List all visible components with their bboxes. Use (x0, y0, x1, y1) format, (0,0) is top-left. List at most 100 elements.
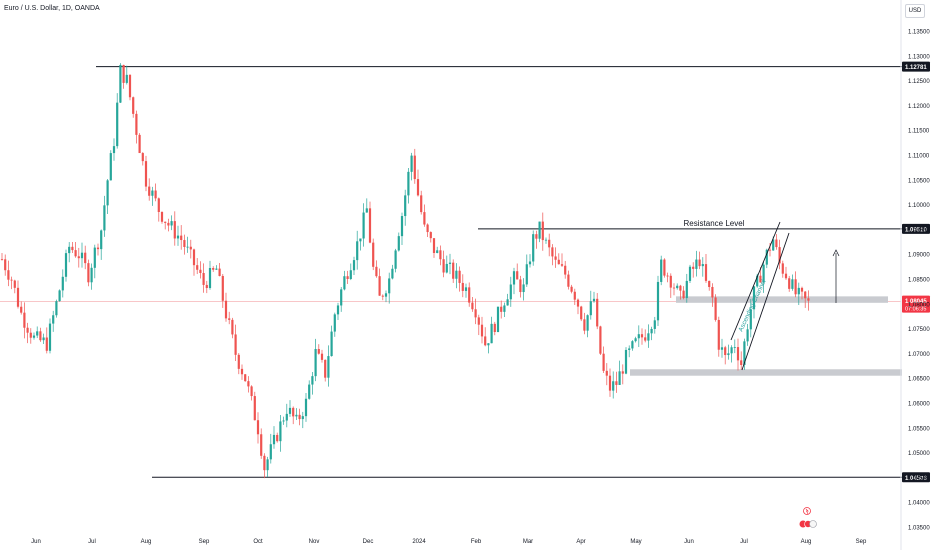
candle-body (112, 146, 116, 154)
candle-body (55, 301, 58, 316)
candle-body (535, 234, 538, 239)
candle-body (224, 300, 228, 319)
candle-body (221, 275, 224, 301)
x-tick-label: Jun (684, 539, 694, 545)
candle-body (509, 284, 512, 300)
candle-body (183, 240, 186, 247)
candle-body (173, 221, 176, 239)
candle-body (186, 246, 189, 248)
channel-line-upper (730, 221, 781, 341)
candle-body (794, 279, 797, 295)
candle-body (308, 384, 311, 399)
candle-body (202, 272, 205, 285)
candle-body (52, 315, 55, 324)
candle-body (589, 301, 592, 316)
candle-body (480, 324, 484, 337)
candle-body (775, 239, 778, 248)
candle-body (522, 284, 525, 293)
candle-body (180, 235, 183, 241)
candle-body (596, 298, 599, 327)
candle-body (212, 268, 215, 270)
candle-body (192, 249, 196, 266)
candle-body (586, 315, 589, 331)
candle-body (74, 250, 77, 257)
candle-body (295, 414, 298, 417)
candle-body (132, 97, 135, 114)
candle-body (103, 205, 106, 231)
y-tick-label: 1.11500 (908, 129, 930, 135)
x-tick-label: Feb (471, 539, 482, 545)
candle-body (141, 153, 144, 162)
candle-body (692, 266, 695, 269)
countdown-label: 07:06:35 (905, 307, 926, 313)
candle-body (356, 241, 359, 261)
candle-body (122, 64, 125, 83)
candle-body (666, 275, 669, 277)
candle-body (573, 291, 576, 300)
candle-body (788, 278, 791, 289)
candle-body (263, 455, 266, 471)
candle-body (394, 250, 397, 269)
candle-body (167, 222, 170, 226)
candle-body (496, 306, 500, 333)
candle-body (125, 74, 128, 83)
candle-body (679, 285, 682, 291)
candle-body (644, 337, 647, 341)
candle-body (442, 259, 445, 273)
level-price-label: 1.04503 (905, 476, 927, 482)
candle-body (349, 270, 352, 279)
candle-body (756, 275, 759, 287)
candle-body (631, 341, 634, 349)
candle-body (96, 247, 100, 250)
candle-body (215, 268, 218, 270)
candle-body (452, 262, 455, 279)
candle-body (247, 381, 250, 387)
candle-body (343, 276, 346, 290)
candle-body (503, 305, 506, 312)
candle-body (320, 353, 324, 360)
candle-body (298, 414, 301, 420)
projection-arrow-head (832, 249, 840, 257)
currency-button[interactable]: USD (905, 4, 925, 18)
candle-body (138, 134, 141, 154)
candle-body (208, 268, 212, 289)
candle-body (404, 195, 407, 217)
candle-body (736, 347, 740, 361)
candle-body (324, 359, 327, 378)
y-tick-label: 1.05500 (908, 426, 930, 432)
candle-body (71, 246, 74, 251)
candle-body (791, 279, 794, 289)
candle-body (570, 286, 573, 292)
candle-body (68, 246, 71, 254)
candle-body (640, 334, 644, 338)
candle-body (765, 249, 768, 265)
candle-body (42, 337, 45, 341)
candle-body (548, 239, 551, 248)
candle-body (176, 235, 180, 239)
candle-body (199, 269, 202, 273)
candle-body (439, 250, 442, 260)
y-tick-label: 1.09500 (908, 228, 930, 234)
candle-body (759, 275, 762, 283)
candle-body (516, 271, 519, 280)
candle-body (144, 161, 148, 187)
candle-body (672, 287, 676, 289)
candle-body (336, 305, 340, 315)
candle-body (32, 335, 36, 338)
candle-body (285, 413, 288, 421)
y-tick-label: 1.08000 (908, 302, 930, 308)
candle-body (148, 186, 151, 196)
candle-body (58, 290, 61, 302)
candle-body (362, 212, 365, 239)
candle-body (500, 306, 503, 312)
candle-body (660, 259, 663, 282)
candle-body (231, 319, 234, 335)
candle-body (20, 306, 23, 313)
candle-body (260, 434, 263, 456)
candle-body (7, 270, 10, 280)
candle-body (272, 434, 276, 445)
candle-body (455, 270, 458, 279)
candle-body (90, 267, 93, 283)
